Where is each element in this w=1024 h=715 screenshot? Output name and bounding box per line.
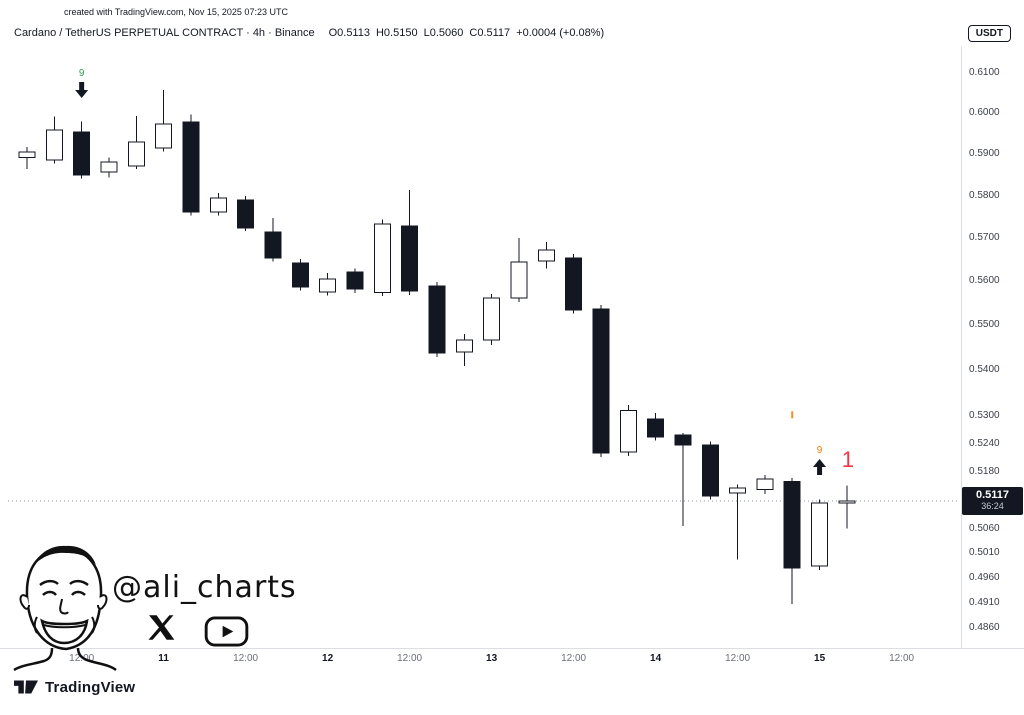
tradingview-brand: TradingView — [45, 678, 136, 696]
candle-body[interactable] — [127, 141, 145, 167]
up-arrow-icon — [813, 459, 827, 467]
candle-body[interactable] — [100, 161, 118, 173]
price-tick-label: 0.5600 — [969, 275, 1000, 287]
price-tick-label: 0.5300 — [969, 409, 1000, 421]
time-tick-label: 12:00 — [725, 653, 751, 664]
price-tick-label: 0.4960 — [969, 571, 1000, 583]
candle-body[interactable] — [510, 261, 528, 299]
candle-body[interactable] — [209, 197, 227, 213]
down-arrow-head — [75, 90, 89, 98]
face-sketch — [13, 545, 117, 671]
candle-body[interactable] — [73, 131, 91, 176]
countdown-1-label: 1 — [842, 447, 854, 472]
price-tick-label: 0.5900 — [969, 147, 1000, 159]
candle-body[interactable] — [537, 249, 555, 262]
price-tick-label: 0.5240 — [969, 437, 1000, 449]
candle-body[interactable] — [401, 225, 419, 292]
price-tick-label: 0.5400 — [969, 364, 1000, 376]
ohlc-label: O — [328, 27, 338, 39]
candle-body[interactable] — [811, 502, 829, 567]
candle-body[interactable] — [674, 434, 692, 446]
tradingview-footer[interactable]: TradingView — [14, 677, 135, 697]
price-tick-label: 0.4910 — [969, 596, 1000, 608]
candle-body[interactable] — [619, 410, 637, 453]
symbol-title[interactable]: Cardano / TetherUS PERPETUAL CONTRACT · … — [14, 27, 315, 39]
candle-body[interactable] — [701, 444, 719, 497]
price-change: +0.0004 (+0.08%) — [516, 27, 605, 39]
price-tick-label: 0.5180 — [969, 465, 1000, 477]
current-price-badge: 0.5117 36:24 — [962, 487, 1023, 516]
candle-body[interactable] — [592, 308, 610, 454]
price-tick-label: 0.5500 — [969, 319, 1000, 331]
candle-body[interactable] — [319, 278, 337, 293]
td9-buy-label: 9 — [817, 445, 823, 456]
tradingview-logo-icon — [14, 680, 38, 694]
time-tick-label: 15 — [814, 653, 826, 664]
price-tick-label: 0.6000 — [969, 106, 1000, 118]
candle-body[interactable] — [838, 500, 856, 504]
x-logo-icon — [148, 615, 175, 640]
candle-body[interactable] — [647, 418, 665, 438]
ohlc-label: C — [469, 27, 478, 39]
candle-body[interactable] — [291, 262, 309, 288]
time-tick-label: 12:00 — [561, 653, 587, 664]
price-axis[interactable]: 0.6100 0.6000 0.5900 0.5800 0.5700 0.5600 0.55… — [961, 46, 1024, 648]
candle-body[interactable] — [373, 223, 391, 294]
ohlc-label: H — [375, 27, 384, 39]
price-tick-label: 0.5700 — [969, 232, 1000, 244]
ohlc-label: L — [423, 27, 430, 39]
candle-body[interactable] — [428, 285, 446, 354]
time-tick-label: 13 — [486, 653, 498, 664]
candle-body[interactable] — [182, 121, 200, 213]
time-tick-label: 12:00 — [889, 653, 915, 664]
candle-body[interactable] — [729, 487, 747, 494]
ohlc-value: 0.5060 — [429, 27, 464, 39]
currency-badge[interactable]: USDT — [967, 25, 1011, 42]
watermark-handle: @ali_charts — [112, 570, 297, 605]
candle-body[interactable] — [483, 297, 501, 341]
time-tick-label: 12 — [322, 653, 334, 664]
candle-body[interactable] — [45, 129, 63, 161]
candle-body[interactable] — [264, 231, 282, 259]
time-tick-label: 11 — [158, 653, 169, 664]
candle-body[interactable] — [756, 478, 774, 491]
ohlc-value: 0.5150 — [383, 27, 418, 39]
price-tick-label: 0.6100 — [969, 66, 1000, 78]
price-tick-label: 0.5800 — [969, 189, 1000, 201]
price-tick-label: 0.4860 — [969, 621, 1000, 633]
candle-body[interactable] — [565, 257, 583, 311]
candle-body[interactable] — [346, 271, 364, 290]
candle-body[interactable] — [155, 123, 173, 149]
credit-text: created with TradingView.com, Nov 15, 20… — [64, 7, 288, 17]
time-tick-label: 14 — [650, 653, 662, 664]
ohlc-value: 0.5117 — [477, 27, 511, 39]
last-price: 0.5117 — [975, 489, 1010, 502]
candle-body[interactable] — [237, 199, 255, 229]
candle-body[interactable] — [455, 339, 473, 353]
time-tick-label: 12:00 — [397, 653, 423, 664]
ohlc-values: O0.5113 H0.5150 L0.5060 C0.5117 — [323, 27, 511, 39]
time-tick-label: 12:00 — [233, 653, 259, 664]
up-arrow-shaft — [817, 467, 823, 475]
bar-countdown: 36:24 — [981, 501, 1004, 512]
youtube-logo-icon — [204, 616, 249, 647]
price-tick-label: 0.5010 — [969, 547, 1000, 559]
chart-legend: Cardano / TetherUS PERPETUAL CONTRACT · … — [14, 27, 604, 39]
candle-body[interactable] — [18, 151, 36, 159]
td9-sell-label: 9 — [79, 68, 85, 79]
price-tick-label: 0.5060 — [969, 523, 1000, 534]
time-axis[interactable]: 12:00 11 12:00 12 12:00 13 12:00 14 12:00 15 12:00 — [0, 648, 1024, 670]
ohlc-value: 0.5113 — [337, 27, 370, 39]
candle-body[interactable] — [783, 481, 801, 569]
down-arrow-icon — [79, 82, 85, 90]
